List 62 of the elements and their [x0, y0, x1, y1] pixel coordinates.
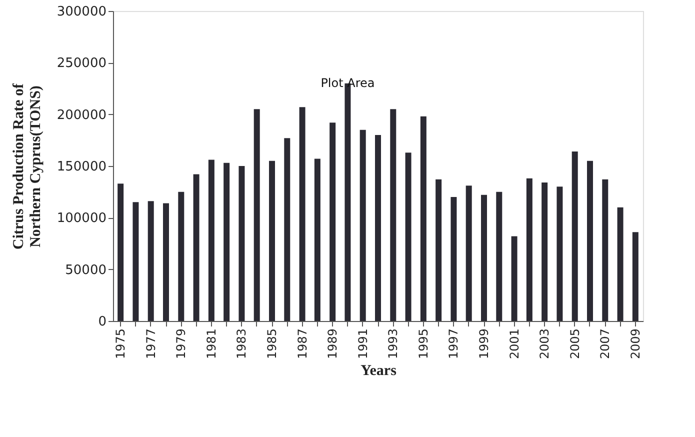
y-tick-label: 250000	[56, 56, 106, 72]
bar	[587, 160, 593, 321]
bar	[284, 138, 290, 321]
x-tick-label: 1985	[265, 328, 279, 360]
y-tick-label: 200000	[56, 108, 106, 123]
x-tick-label: 2001	[507, 328, 522, 360]
x-tick-label: 1999	[477, 328, 491, 360]
bar	[602, 179, 608, 321]
bar	[526, 178, 532, 321]
bar	[542, 182, 548, 321]
x-tick-label: 2005	[568, 328, 582, 360]
bar	[148, 201, 154, 321]
x-tick-label: 1991	[356, 328, 370, 360]
x-tick-label: 2007	[598, 328, 612, 360]
bar	[450, 197, 457, 321]
x-tick-label: 1987	[295, 328, 310, 360]
bar	[496, 192, 502, 321]
y-tick-label: 0	[98, 314, 106, 330]
x-tick-label: 1975	[114, 328, 128, 360]
x-tick-label: 1981	[204, 328, 218, 360]
bar	[360, 130, 366, 321]
bar	[405, 152, 412, 321]
bar	[254, 109, 260, 321]
bar	[466, 186, 472, 321]
x-tick-label: 1977	[144, 328, 158, 360]
bar	[436, 179, 442, 321]
bar	[556, 186, 563, 321]
x-tick-label: 2003	[538, 328, 552, 360]
x-tick-label: 1995	[416, 328, 430, 360]
bar	[269, 160, 275, 321]
bar	[481, 194, 487, 321]
bar	[420, 116, 426, 321]
bar	[238, 166, 245, 321]
bar	[617, 207, 624, 321]
bar	[163, 203, 169, 321]
bar	[511, 236, 518, 321]
bar	[178, 192, 184, 321]
x-tick-label: 1983	[234, 328, 249, 360]
x-tick-label: 1979	[174, 328, 188, 360]
x-tick-label: 1993	[386, 328, 400, 360]
y-tick-label: 100000	[56, 211, 106, 226]
x-tick-label: 1989	[326, 328, 340, 360]
y-tick-label: 50000	[65, 262, 106, 278]
annotation: Plot Area	[320, 76, 375, 90]
bar	[390, 109, 396, 321]
y-tick-label: 300000	[56, 4, 106, 20]
bar	[224, 162, 230, 321]
x-tick-label: 2009	[628, 328, 642, 360]
bar	[193, 174, 200, 321]
y-tick-label: 150000	[56, 160, 106, 174]
bar	[299, 107, 306, 321]
bar	[314, 158, 320, 321]
x-axis-title: Years	[360, 363, 397, 380]
bar	[330, 122, 336, 321]
bar	[208, 160, 214, 321]
y-axis-title: Citrus Production Rate of Northern Cyprus(TONS)	[10, 82, 44, 250]
bar	[118, 184, 124, 321]
bar	[572, 152, 578, 321]
bar	[132, 202, 139, 321]
bar	[375, 135, 381, 321]
x-tick-label: 1997	[446, 328, 461, 360]
bar	[632, 232, 638, 321]
